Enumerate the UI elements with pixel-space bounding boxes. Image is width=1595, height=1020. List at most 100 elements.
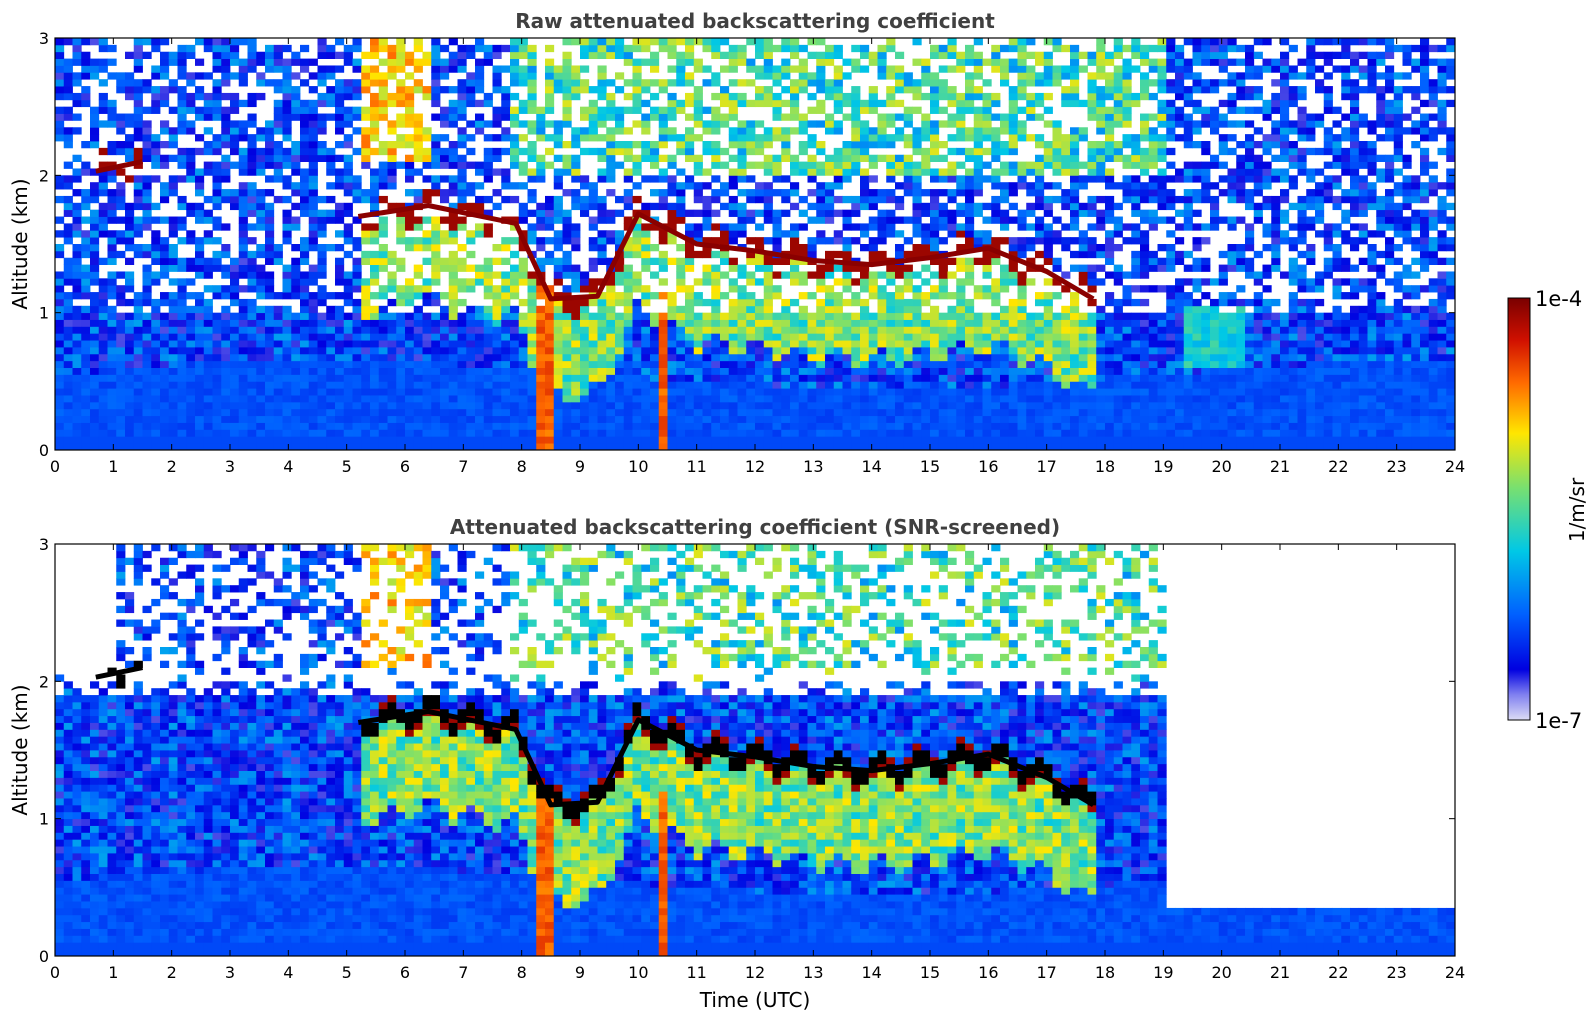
heatmap-cell: [98, 65, 108, 73]
heatmap-cell: [81, 65, 91, 73]
heatmap-cell: [291, 257, 301, 265]
heatmap-cell: [186, 99, 196, 108]
heatmap-cell: [965, 278, 975, 286]
heatmap-cell: [615, 257, 625, 265]
heatmap-cell: [378, 319, 388, 327]
heatmap-cell: [667, 51, 677, 59]
heatmap-cell: [676, 38, 686, 46]
heatmap-cell: [168, 86, 178, 94]
heatmap-cell: [221, 106, 231, 114]
heatmap-cell: [160, 271, 170, 279]
heatmap-cell: [737, 347, 747, 355]
heatmap-cell: [755, 353, 765, 362]
heatmap-cell: [912, 134, 922, 142]
heatmap-cell: [151, 134, 161, 142]
heatmap-cell: [265, 408, 275, 417]
heatmap-cell: [781, 72, 791, 80]
heatmap-cell: [387, 312, 397, 320]
heatmap-cell: [221, 79, 231, 87]
heatmap-cell: [851, 168, 861, 176]
heatmap-cell: [203, 161, 213, 169]
heatmap-cell: [921, 298, 931, 307]
heatmap-cell: [982, 374, 992, 382]
heatmap-cell: [440, 154, 450, 162]
heatmap-cell: [466, 278, 476, 286]
heatmap-cell: [825, 319, 835, 327]
heatmap-cell: [440, 292, 450, 300]
heatmap-cell: [562, 79, 572, 87]
heatmap-cell: [168, 127, 178, 135]
heatmap-cell: [81, 278, 91, 286]
heatmap-cell: [396, 38, 406, 46]
heatmap-cell: [755, 72, 765, 80]
heatmap-cell: [728, 154, 738, 162]
heatmap-cell: [361, 429, 371, 437]
heatmap-cell: [930, 367, 940, 375]
heatmap-cell: [160, 436, 170, 444]
heatmap-cell: [370, 340, 380, 348]
heatmap-cell: [510, 292, 520, 300]
heatmap-cell: [265, 429, 275, 437]
heatmap-cell: [868, 381, 878, 389]
heatmap-cell: [755, 374, 765, 382]
heatmap-cell: [615, 388, 625, 396]
heatmap-cell: [116, 312, 126, 320]
heatmap-cell: [877, 141, 887, 149]
heatmap-cell: [457, 443, 467, 450]
heatmap-cell: [886, 347, 896, 355]
heatmap-cell: [658, 257, 668, 265]
heatmap-cell: [361, 250, 371, 259]
heatmap-cell: [238, 134, 248, 142]
heatmap-cell: [475, 333, 485, 341]
heatmap-cell: [842, 422, 852, 430]
heatmap-cell: [947, 223, 957, 231]
heatmap-cell: [326, 244, 336, 252]
heatmap-cell: [755, 244, 765, 252]
heatmap-cell: [562, 141, 572, 149]
heatmap-cell: [343, 326, 353, 334]
heatmap-cell: [580, 65, 590, 73]
heatmap-cell: [877, 312, 887, 320]
heatmap-cell: [483, 326, 493, 334]
heatmap-cell: [81, 271, 91, 279]
heatmap-cell: [746, 326, 756, 334]
heatmap-cell: [973, 353, 983, 362]
heatmap-cell: [133, 333, 143, 341]
heatmap-cell: [833, 250, 843, 259]
heatmap-cell: [273, 353, 283, 362]
heatmap-cell: [168, 436, 178, 444]
heatmap-cell: [55, 271, 65, 279]
heatmap-cell: [230, 340, 240, 348]
heatmap-cell: [422, 429, 432, 437]
heatmap-cell: [177, 305, 187, 314]
heatmap-cell: [571, 436, 581, 444]
heatmap-cell: [483, 340, 493, 348]
heatmap-cell: [842, 113, 852, 121]
heatmap-cell: [457, 326, 467, 334]
heatmap-cell: [658, 443, 668, 450]
heatmap-cell: [72, 292, 82, 300]
heatmap-cell: [545, 44, 555, 53]
heatmap-cell: [991, 237, 1001, 245]
heatmap-cell: [475, 271, 485, 279]
heatmap-cell: [527, 436, 537, 444]
heatmap-cell: [387, 360, 397, 368]
heatmap-cell: [405, 298, 415, 307]
heatmap-cell: [912, 244, 922, 252]
heatmap-cell: [720, 147, 730, 156]
heatmap-cell: [370, 223, 380, 231]
heatmap-cell: [352, 113, 362, 121]
heatmap-cell: [186, 278, 196, 286]
heatmap-cell: [501, 381, 511, 389]
heatmap-cell: [693, 360, 703, 368]
heatmap-cell: [685, 333, 695, 341]
heatmap-cell: [860, 154, 870, 162]
heatmap-cell: [448, 429, 458, 437]
heatmap-cell: [256, 360, 266, 368]
heatmap-cell: [685, 340, 695, 348]
heatmap-cell: [807, 326, 817, 334]
heatmap-cell: [545, 161, 555, 169]
heatmap-cell: [991, 422, 1001, 430]
heatmap-cell: [868, 141, 878, 149]
heatmap-cell: [536, 154, 546, 162]
